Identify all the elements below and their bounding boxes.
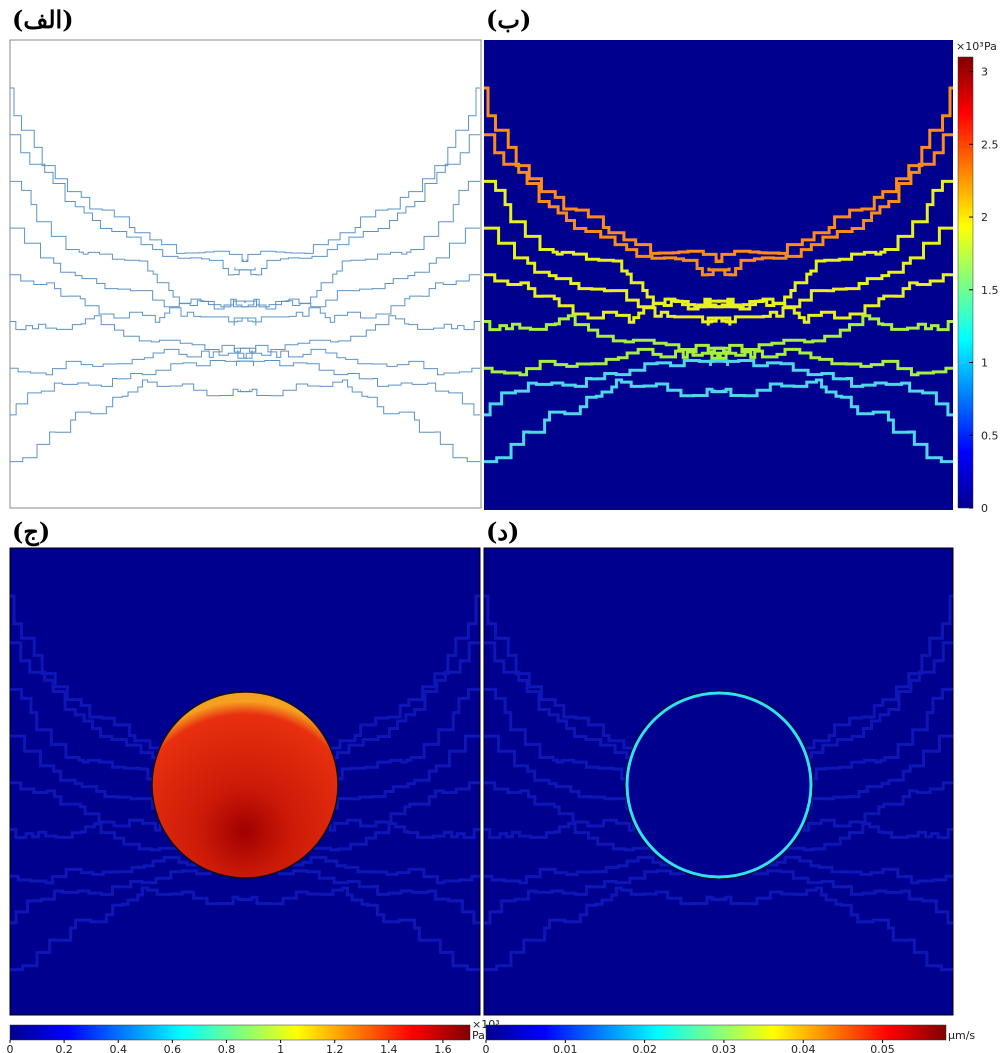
- fracture: [234, 134, 480, 276]
- colorbar-tick-label: 0: [981, 502, 988, 515]
- fracture: [484, 86, 723, 263]
- panel-label: (الف): [12, 5, 74, 34]
- colorbar-tick-label: 2: [981, 211, 988, 224]
- colorbar-tick-label: 3: [981, 66, 988, 79]
- colorbar-tick-label: 1.4: [380, 1043, 398, 1053]
- fracture: [10, 359, 255, 416]
- fracture: [10, 274, 257, 326]
- fracture: [235, 359, 480, 416]
- colorbar-unit: Pa: [984, 40, 997, 53]
- fracture: [484, 358, 730, 417]
- colorbar-tick-label: 0.4: [109, 1043, 127, 1053]
- fracture: [10, 866, 256, 925]
- panel-label: (د): [486, 517, 519, 546]
- colorbar: [9, 1024, 471, 1041]
- fracture: [708, 866, 953, 925]
- fracture: [484, 226, 721, 311]
- fracture: [712, 886, 953, 972]
- colorbar-unit: Pa: [472, 1029, 485, 1042]
- inclusion: [151, 691, 339, 879]
- panel-a: [9, 39, 482, 509]
- fracture: [237, 315, 480, 359]
- colorbar-tick-label: 0.8: [218, 1043, 236, 1053]
- fracture: [239, 379, 480, 463]
- fracture: [484, 886, 726, 972]
- fracture: [484, 273, 732, 326]
- fracture: [717, 226, 953, 311]
- colorbar-multiplier: ×10³: [956, 40, 984, 53]
- fracture: [242, 87, 480, 262]
- colorbar: [957, 56, 974, 509]
- fracture: [238, 886, 480, 972]
- colorbar-unit: µm/s: [948, 1029, 975, 1042]
- panel-b: [484, 40, 953, 510]
- colorbar-tick-label: 1: [981, 357, 988, 370]
- colorbar-tick-label: 0.5: [981, 429, 999, 442]
- fracture: [706, 179, 953, 309]
- fracture: [233, 180, 480, 308]
- panel-label: (ج): [12, 517, 50, 547]
- fracture: [10, 227, 246, 310]
- fracture: [484, 179, 732, 309]
- colorbar-tick-label: 0: [7, 1043, 14, 1053]
- fracture: [10, 344, 257, 376]
- fracture: [706, 343, 953, 377]
- fracture: [706, 273, 953, 326]
- colorbar-tick-label: 1.2: [326, 1043, 344, 1053]
- fracture: [715, 86, 953, 263]
- fracture: [484, 314, 728, 360]
- colorbar-tick-label: 1.5: [981, 284, 999, 297]
- fracture: [233, 274, 480, 326]
- fracture: [712, 378, 953, 464]
- fracture: [244, 227, 480, 310]
- fracture: [710, 314, 953, 360]
- colorbar-tick-label: 0.05: [870, 1043, 895, 1053]
- fracture: [484, 133, 731, 277]
- fracture: [233, 344, 480, 376]
- colorbar-tick-label: 0: [483, 1043, 490, 1053]
- colorbar-tick-label: 1: [277, 1043, 284, 1053]
- fracture: [10, 886, 252, 972]
- fracture: [708, 358, 953, 417]
- inclusion: [625, 691, 813, 879]
- fracture: [234, 866, 480, 925]
- inclusion-edge: [624, 690, 814, 880]
- colorbar: [485, 1024, 947, 1041]
- colorbar-tick-label: 1.6: [434, 1043, 452, 1053]
- fracture: [10, 315, 253, 359]
- panel-label: (ب): [486, 5, 531, 34]
- colorbar-tick-label: 0.02: [632, 1043, 657, 1053]
- fracture: [10, 87, 248, 262]
- colorbar-tick-label: 0.01: [553, 1043, 578, 1053]
- colorbar-tick-label: 0.2: [55, 1043, 73, 1053]
- fracture: [10, 180, 257, 308]
- fracture: [707, 133, 953, 277]
- colorbar-tick-label: 0.04: [791, 1043, 816, 1053]
- fracture: [484, 378, 726, 464]
- fracture: [484, 866, 730, 925]
- colorbar-tick-label: 0.03: [712, 1043, 737, 1053]
- fracture: [10, 379, 251, 463]
- fracture: [10, 134, 256, 276]
- colorbar-tick-label: 0.6: [164, 1043, 182, 1053]
- colorbar-tick-label: 2.5: [981, 138, 999, 151]
- fracture: [484, 343, 732, 377]
